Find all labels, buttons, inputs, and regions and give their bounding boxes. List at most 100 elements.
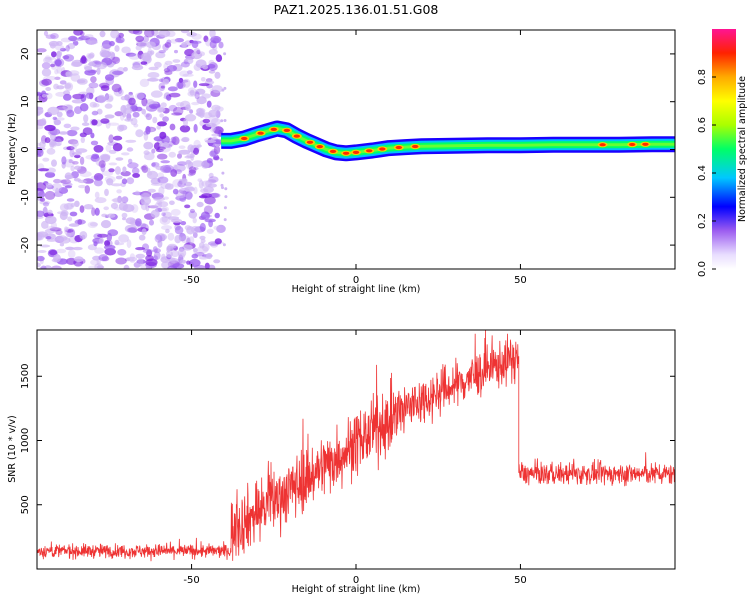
noise-speckle — [129, 253, 135, 261]
noise-speckle — [154, 61, 162, 68]
noise-speckle — [123, 264, 130, 269]
noise-speckle — [179, 70, 190, 77]
noise-speckle — [188, 166, 197, 174]
noise-speckle — [142, 249, 154, 254]
noise-speckle — [108, 162, 118, 166]
noise-speckle — [168, 151, 176, 158]
noise-speckle — [39, 244, 51, 248]
noise-speckle — [64, 174, 74, 180]
noise-speckle — [223, 86, 227, 90]
noise-speckle — [93, 174, 99, 181]
noise-speckle — [55, 44, 65, 51]
noise-speckle — [218, 41, 224, 49]
noise-speckle — [59, 203, 69, 212]
noise-speckle — [193, 167, 199, 170]
noise-speckle — [59, 47, 67, 52]
noise-speckle — [177, 161, 188, 166]
noise-speckle — [41, 94, 47, 98]
noise-speckle — [158, 82, 166, 92]
noise-speckle — [108, 149, 117, 154]
noise-speckle — [135, 218, 142, 227]
noise-speckle — [40, 265, 47, 269]
y-tick-label: -10 — [20, 189, 31, 205]
noise-speckle — [152, 246, 158, 253]
noise-speckle — [205, 180, 213, 188]
noise-speckle — [199, 222, 206, 232]
noise-speckle — [151, 148, 156, 154]
noise-speckle — [121, 196, 129, 204]
noise-speckle — [117, 32, 124, 38]
noise-speckle — [73, 30, 83, 36]
snr-marks — [37, 330, 675, 562]
noise-speckle — [170, 38, 178, 44]
noise-speckle — [194, 91, 200, 100]
noise-speckle — [161, 212, 166, 217]
noise-speckle — [43, 30, 49, 36]
noise-speckle — [55, 229, 63, 236]
noise-speckle — [110, 30, 120, 39]
noise-speckle — [123, 107, 133, 115]
noise-speckle — [216, 224, 226, 233]
noise-speckle — [211, 104, 221, 111]
noise-speckle — [55, 41, 63, 46]
noise-speckle — [93, 241, 98, 247]
noise-speckle — [151, 162, 156, 167]
noise-speckle — [140, 61, 148, 65]
noise-speckle — [65, 257, 77, 265]
noise-speckle — [37, 210, 45, 217]
noise-speckle — [190, 225, 201, 234]
noise-speckle — [50, 63, 56, 68]
noise-speckle — [186, 70, 193, 75]
noise-speckle — [51, 159, 57, 167]
noise-speckle — [132, 30, 143, 35]
noise-speckle — [101, 213, 108, 218]
noise-speckle — [94, 61, 103, 65]
y-tick-label: 20 — [20, 48, 31, 61]
noise-speckle — [42, 157, 50, 162]
noise-speckle — [180, 221, 187, 226]
noise-speckle — [87, 53, 94, 59]
noise-speckle — [131, 167, 140, 175]
noise-speckle — [209, 40, 217, 49]
noise-speckle — [38, 191, 46, 198]
noise-speckle — [135, 92, 145, 100]
noise-speckle — [221, 171, 225, 175]
noise-speckle — [157, 146, 166, 150]
noise-speckle — [166, 250, 173, 258]
noise-speckle — [44, 183, 53, 188]
noise-speckle — [166, 39, 172, 45]
signal-hotspot — [293, 134, 300, 138]
x-tick-label: 50 — [514, 275, 527, 286]
noise-speckle — [94, 207, 100, 216]
noise-speckle — [183, 118, 188, 127]
noise-speckle — [96, 174, 104, 180]
noise-speckle — [58, 187, 69, 194]
noise-speckle — [84, 185, 91, 194]
signal-hotspot — [366, 149, 373, 153]
noise-speckle — [63, 158, 75, 168]
noise-speckle — [107, 229, 119, 237]
noise-speckle — [93, 179, 103, 187]
noise-speckle — [190, 152, 195, 161]
noise-speckle — [113, 135, 123, 141]
noise-speckle — [79, 205, 85, 213]
noise-speckle — [195, 59, 207, 68]
colorbar-tick-label: 0.0 — [697, 261, 708, 277]
noise-speckle — [151, 30, 159, 37]
spectrogram-panel: -50 0 50 20 10 0 -10 -20 Height of straight lin… — [7, 29, 676, 295]
noise-speckle — [103, 244, 116, 250]
noise-speckle — [55, 235, 68, 242]
noise-speckle — [130, 117, 138, 126]
signal-hotspot — [412, 144, 419, 149]
noise-speckle — [167, 265, 177, 269]
noise-speckle — [223, 218, 227, 222]
noise-speckle — [54, 76, 61, 81]
noise-speckle — [193, 80, 198, 88]
noise-speckle — [156, 153, 168, 160]
noise-speckle — [89, 40, 98, 45]
noise-speckle — [87, 221, 98, 229]
signal-hotspot — [642, 142, 649, 146]
noise-speckle — [47, 106, 60, 116]
noise-speckle — [180, 30, 190, 34]
